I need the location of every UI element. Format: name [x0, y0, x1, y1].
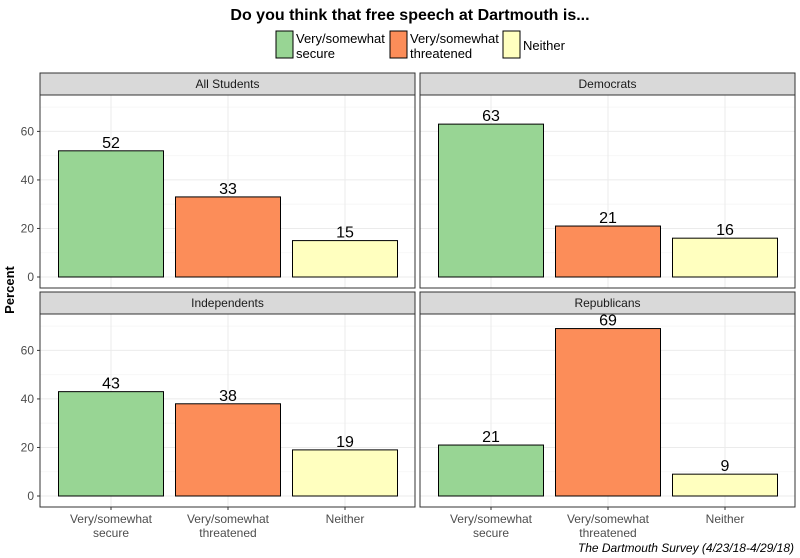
bar-value-label: 21: [482, 429, 500, 446]
legend-swatch: [389, 30, 408, 59]
panel-all-students: All Students 52 33 15 0 20 40 60: [21, 72, 416, 289]
y-tick-label: 60: [21, 124, 35, 138]
bar-value-label: 19: [336, 434, 354, 451]
bar-value-label: 15: [336, 225, 354, 242]
legend-label-line2: threatened: [410, 46, 472, 61]
y-tick-label: 0: [27, 270, 34, 284]
legend-swatch: [275, 30, 294, 59]
x-tick-label-line2: threatened: [199, 526, 256, 540]
bar-value-label: 16: [716, 222, 734, 239]
x-tick-label-line2: threatened: [579, 526, 636, 540]
bar-value-label: 9: [721, 458, 730, 475]
bar-independents-1: [175, 403, 281, 497]
x-tick-label: Neither: [706, 512, 745, 526]
facet-strip-label: Independents: [191, 296, 264, 310]
facet-panels: All Students 52 33 15 0 20 40 60 Democrats 63 21 16…: [21, 72, 796, 508]
x-tick-label: Very/somewhat: [567, 512, 650, 526]
plot-border: [39, 94, 416, 289]
facet-strip-label: All Students: [195, 77, 259, 91]
bar-republicans-1: [555, 328, 661, 497]
y-tick-label: 0: [27, 489, 34, 503]
bar-value-label: 69: [599, 313, 617, 330]
bar-democrats-0: [438, 123, 544, 278]
bar-independents-0: [58, 391, 164, 497]
bar-all-students-0: [58, 150, 164, 278]
bar-all-students-2: [292, 240, 398, 278]
y-tick-label: 40: [21, 173, 35, 187]
bar-value-label: 52: [102, 135, 120, 152]
y-tick-label: 60: [21, 343, 35, 357]
panel-democrats: Democrats 63 21 16: [419, 72, 796, 289]
bar-value-label: 38: [219, 388, 237, 405]
plot-border: [419, 94, 796, 289]
legend-label-line1: Very/somewhat: [410, 31, 499, 46]
facet-strip-label: Democrats: [578, 77, 636, 91]
bar-value-label: 43: [102, 376, 120, 393]
x-tick-label: Neither: [326, 512, 365, 526]
panel-independents: Independents 43 38 19 0 20 40 60: [21, 291, 416, 508]
bar-value-label: 63: [482, 108, 500, 125]
panel-republicans: Republicans 21 69 9: [419, 291, 796, 508]
chart-title: Do you think that free speech at Dartmou…: [230, 7, 589, 24]
legend: Very/somewhatsecureVery/somewhatthreaten…: [275, 30, 566, 61]
x-tick-label: Very/somewhat: [450, 512, 533, 526]
legend-item-neither: Neither: [502, 30, 566, 59]
x-tick-label-line2: secure: [93, 526, 129, 540]
bar-independents-2: [292, 449, 398, 497]
y-tick-label: 20: [21, 221, 35, 235]
bar-value-label: 33: [219, 181, 237, 198]
legend-label: Neither: [523, 38, 566, 53]
facet-strip-label: Republicans: [574, 296, 640, 310]
legend-label-line1: Very/somewhat: [296, 31, 385, 46]
bar-republicans-2: [672, 473, 778, 497]
bar-all-students-1: [175, 196, 281, 278]
bar-value-label: 21: [599, 210, 617, 227]
legend-label-line2: secure: [296, 46, 335, 61]
x-tick-label: Very/somewhat: [70, 512, 153, 526]
bar-republicans-0: [438, 444, 544, 497]
survey-caption: The Dartmouth Survey (4/23/18-4/29/18): [578, 541, 794, 555]
y-tick-label: 20: [21, 440, 35, 454]
bar-democrats-2: [672, 237, 778, 278]
legend-swatch: [502, 30, 521, 59]
x-tick-label-line2: secure: [473, 526, 509, 540]
y-axis-label: Percent: [2, 265, 17, 313]
x-axis-labels: Very/somewhatsecureVery/somewhatthreaten…: [70, 507, 744, 540]
x-tick-label: Very/somewhat: [187, 512, 270, 526]
bar-democrats-1: [555, 225, 661, 278]
y-tick-label: 40: [21, 392, 35, 406]
